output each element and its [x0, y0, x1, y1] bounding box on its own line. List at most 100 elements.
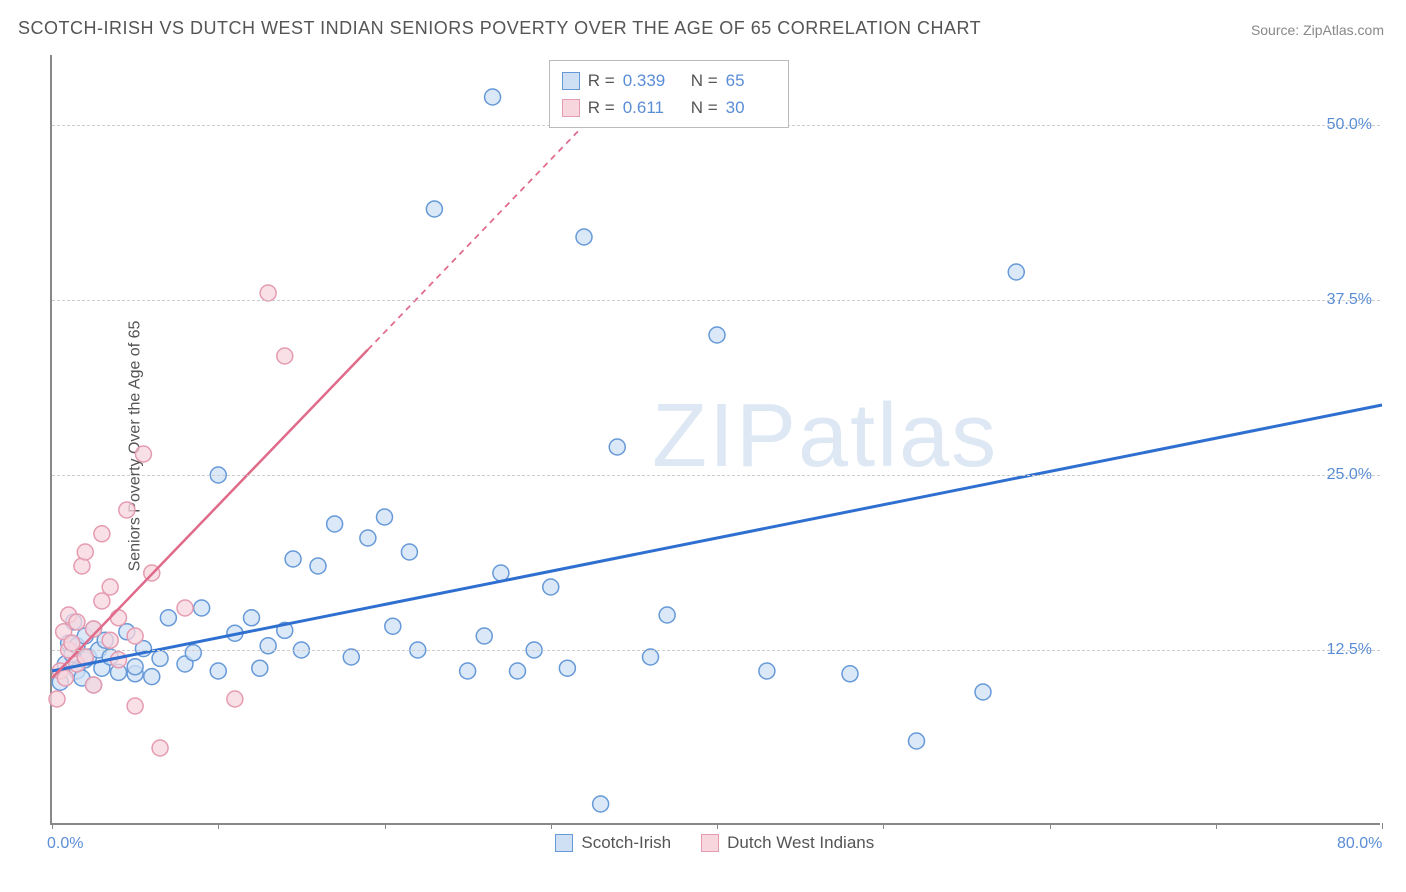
x-tick — [551, 823, 552, 829]
data-point — [401, 544, 417, 560]
data-point — [69, 614, 85, 630]
data-point — [559, 660, 575, 676]
x-tick — [218, 823, 219, 829]
data-point — [593, 796, 609, 812]
grid-line — [52, 475, 1380, 476]
r-label: R = — [588, 94, 615, 121]
data-point — [510, 663, 526, 679]
swatch-icon — [562, 72, 580, 90]
data-point — [1008, 264, 1024, 280]
data-point — [310, 558, 326, 574]
legend-label: Scotch-Irish — [581, 833, 671, 853]
plot-svg — [52, 55, 1382, 825]
y-tick-label: 12.5% — [1327, 641, 1372, 659]
data-point — [227, 691, 243, 707]
data-point — [360, 530, 376, 546]
y-tick-label: 37.5% — [1327, 291, 1372, 309]
data-point — [160, 610, 176, 626]
x-tick — [1216, 823, 1217, 829]
data-point — [385, 618, 401, 634]
data-point — [643, 649, 659, 665]
data-point — [127, 628, 143, 644]
trend-line-dashed — [368, 125, 584, 350]
data-point — [460, 663, 476, 679]
data-point — [277, 348, 293, 364]
plot-area: ZIPatlas 12.5%25.0%37.5%50.0%0.0%80.0% — [50, 55, 1380, 825]
data-point — [64, 635, 80, 651]
trend-line — [52, 405, 1382, 671]
legend-item: Dutch West Indians — [701, 833, 874, 853]
stats-box: R = 0.339 N = 65 R = 0.611 N = 30 — [549, 60, 789, 128]
grid-line — [52, 650, 1380, 651]
chart-title: SCOTCH-IRISH VS DUTCH WEST INDIAN SENIOR… — [18, 18, 981, 39]
x-tick — [52, 823, 53, 829]
n-label: N = — [691, 67, 718, 94]
data-point — [909, 733, 925, 749]
grid-line — [52, 300, 1380, 301]
x-tick-label: 80.0% — [1337, 835, 1382, 853]
data-point — [185, 645, 201, 661]
x-tick — [385, 823, 386, 829]
data-point — [377, 509, 393, 525]
trend-line — [52, 350, 368, 678]
data-point — [210, 663, 226, 679]
data-point — [285, 551, 301, 567]
data-point — [609, 439, 625, 455]
y-tick-label: 50.0% — [1327, 116, 1372, 134]
data-point — [260, 285, 276, 301]
data-point — [152, 740, 168, 756]
data-point — [194, 600, 210, 616]
data-point — [135, 446, 151, 462]
correlation-chart: SCOTCH-IRISH VS DUTCH WEST INDIAN SENIOR… — [0, 0, 1406, 892]
data-point — [49, 691, 65, 707]
data-point — [152, 650, 168, 666]
data-point — [327, 516, 343, 532]
x-tick — [883, 823, 884, 829]
n-value: 30 — [726, 94, 776, 121]
n-label: N = — [691, 94, 718, 121]
data-point — [86, 677, 102, 693]
data-point — [77, 544, 93, 560]
data-point — [659, 607, 675, 623]
x-tick — [717, 823, 718, 829]
r-value: 0.339 — [623, 67, 673, 94]
r-label: R = — [588, 67, 615, 94]
data-point — [485, 89, 501, 105]
data-point — [975, 684, 991, 700]
data-point — [709, 327, 725, 343]
legend: Scotch-Irish Dutch West Indians — [555, 833, 874, 853]
y-tick-label: 25.0% — [1327, 466, 1372, 484]
swatch-icon — [701, 834, 719, 852]
source-label: Source: ZipAtlas.com — [1251, 22, 1384, 38]
data-point — [842, 666, 858, 682]
legend-item: Scotch-Irish — [555, 833, 671, 853]
x-tick — [1050, 823, 1051, 829]
data-point — [119, 502, 135, 518]
x-tick — [1382, 823, 1383, 829]
data-point — [127, 698, 143, 714]
data-point — [252, 660, 268, 676]
x-tick-label: 0.0% — [47, 835, 83, 853]
stats-row: R = 0.339 N = 65 — [562, 67, 776, 94]
swatch-icon — [555, 834, 573, 852]
data-point — [260, 638, 276, 654]
data-point — [244, 610, 260, 626]
data-point — [426, 201, 442, 217]
data-point — [476, 628, 492, 644]
r-value: 0.611 — [623, 94, 673, 121]
swatch-icon — [562, 99, 580, 117]
n-value: 65 — [726, 67, 776, 94]
data-point — [111, 610, 127, 626]
legend-label: Dutch West Indians — [727, 833, 874, 853]
data-point — [57, 670, 73, 686]
data-point — [576, 229, 592, 245]
data-point — [102, 579, 118, 595]
data-point — [543, 579, 559, 595]
data-point — [94, 593, 110, 609]
data-point — [177, 600, 193, 616]
data-point — [127, 659, 143, 675]
data-point — [102, 632, 118, 648]
data-point — [343, 649, 359, 665]
data-point — [759, 663, 775, 679]
data-point — [144, 669, 160, 685]
